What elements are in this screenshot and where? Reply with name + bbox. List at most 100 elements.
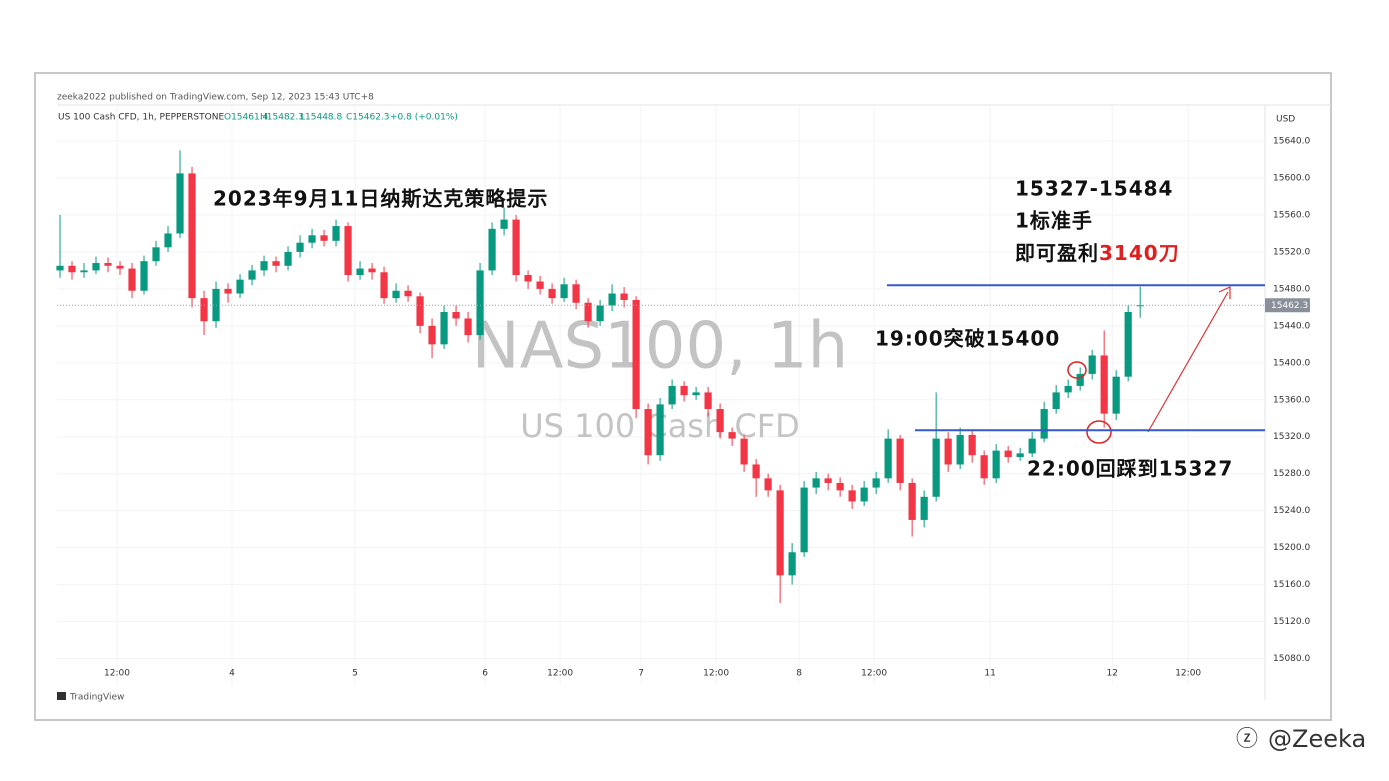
candle-body bbox=[812, 478, 820, 488]
candle-body bbox=[1088, 355, 1096, 374]
candle-body bbox=[848, 490, 856, 502]
candle-body bbox=[464, 318, 472, 336]
candle-body bbox=[596, 305, 604, 322]
candle-body bbox=[272, 261, 280, 266]
y-tick-label: 15200.0 bbox=[1273, 543, 1310, 553]
candle-body bbox=[632, 299, 640, 410]
candle-body bbox=[1028, 438, 1036, 454]
candle-body bbox=[728, 432, 736, 439]
x-tick-label: 12:00 bbox=[861, 669, 887, 679]
currency: USD bbox=[1276, 115, 1295, 125]
candle-body bbox=[680, 385, 688, 396]
candle-body bbox=[800, 487, 808, 553]
credit: @Zeeka bbox=[1268, 725, 1366, 753]
y-tick-label: 15400.0 bbox=[1273, 358, 1310, 368]
last-price-box bbox=[1265, 298, 1310, 313]
y-tick-label: 15560.0 bbox=[1273, 210, 1310, 220]
symbol: US 100 Cash CFD, 1h, PEPPERSTONE bbox=[58, 113, 224, 123]
candle-body bbox=[572, 284, 580, 303]
candle-body bbox=[356, 268, 364, 276]
annotation-highlight: 3140刀 bbox=[1099, 241, 1180, 265]
candle-body bbox=[860, 487, 868, 502]
candle-body bbox=[332, 226, 340, 241]
candle-body bbox=[1016, 453, 1024, 458]
y-tick-label: 15480.0 bbox=[1273, 284, 1310, 294]
candle-body bbox=[776, 490, 784, 576]
y-tick-label: 15320.0 bbox=[1273, 432, 1310, 442]
chart-frame bbox=[34, 72, 1332, 721]
candle-body bbox=[368, 268, 376, 273]
x-tick-label: 11 bbox=[984, 669, 995, 679]
candle-body bbox=[404, 290, 412, 297]
arrow-head bbox=[1218, 286, 1231, 299]
candle-body bbox=[260, 261, 268, 271]
x-tick-label: 7 bbox=[638, 669, 644, 679]
y-tick-label: 15120.0 bbox=[1273, 617, 1310, 627]
y-tick-label: 15360.0 bbox=[1273, 395, 1310, 405]
annotation: 1标准手 bbox=[1015, 209, 1093, 233]
candle-body bbox=[824, 478, 832, 483]
candle-body bbox=[488, 228, 496, 271]
candle-body bbox=[920, 496, 928, 520]
logo: TradingView bbox=[69, 693, 124, 703]
candle-body bbox=[104, 263, 112, 266]
arrow bbox=[1147, 291, 1229, 433]
candle-body bbox=[68, 265, 76, 273]
candle-body bbox=[188, 173, 196, 299]
candle-body bbox=[716, 409, 724, 433]
candle-body bbox=[656, 404, 664, 456]
candle-body bbox=[200, 298, 208, 322]
candle-body bbox=[884, 438, 892, 479]
candle-body bbox=[740, 438, 748, 465]
candle-body bbox=[224, 288, 232, 294]
candle-body bbox=[620, 293, 628, 300]
candle-body bbox=[980, 455, 988, 479]
candle-body bbox=[524, 275, 532, 282]
candle-body bbox=[320, 235, 328, 241]
candle-body bbox=[704, 392, 712, 410]
candle-body bbox=[1076, 373, 1084, 386]
ohlc-high: H15482.3 bbox=[260, 113, 304, 123]
title: 2023年9月11日纳斯达克策略提示 bbox=[213, 187, 548, 211]
candle-body bbox=[944, 438, 952, 465]
highlight-circle bbox=[1086, 420, 1112, 444]
annotation: 19:00突破15400 bbox=[875, 327, 1060, 351]
candle-body bbox=[248, 270, 256, 280]
y-tick-label: 15600.0 bbox=[1273, 174, 1310, 184]
annotation: 即可盈利3140刀 bbox=[1015, 241, 1180, 265]
candle-body bbox=[956, 434, 964, 465]
candle-body bbox=[176, 173, 184, 234]
candle-body bbox=[764, 478, 772, 491]
ohlc-change: +0.8 (+0.01%) bbox=[390, 113, 458, 123]
candle-body bbox=[392, 290, 400, 299]
candle-body bbox=[752, 464, 760, 479]
candle-body bbox=[668, 385, 676, 405]
candle-body bbox=[1100, 355, 1108, 414]
y-tick-label: 15280.0 bbox=[1273, 469, 1310, 479]
x-tick-label: 12:00 bbox=[703, 669, 729, 679]
x-tick-label: 12:00 bbox=[104, 669, 130, 679]
x-tick-label: 8 bbox=[796, 669, 802, 679]
candle-body bbox=[116, 265, 124, 269]
candle-body bbox=[872, 478, 880, 488]
candle-body bbox=[692, 392, 700, 396]
annotation: 即可盈利 bbox=[1015, 241, 1099, 265]
publisher-line: zeeka2022 published on TradingView.com, … bbox=[57, 93, 374, 103]
candle-body bbox=[1064, 385, 1072, 393]
x-tick-label: 12:00 bbox=[547, 669, 573, 679]
candles bbox=[56, 150, 1144, 604]
candle-body bbox=[56, 265, 64, 271]
candle-body bbox=[440, 311, 448, 345]
y-tick-label: 15080.0 bbox=[1273, 654, 1310, 664]
candle-body bbox=[296, 242, 304, 252]
candle-body bbox=[932, 438, 940, 497]
x-tick-label: 4 bbox=[229, 669, 235, 679]
y-tick-label: 15160.0 bbox=[1273, 580, 1310, 590]
x-tick-label: 5 bbox=[352, 669, 358, 679]
candle-body bbox=[560, 284, 568, 299]
x-tick-label: 12 bbox=[1106, 669, 1117, 679]
candle-body bbox=[1124, 311, 1132, 377]
candle-body bbox=[344, 226, 352, 276]
candle-body bbox=[236, 279, 244, 294]
y-tick-label: 15520.0 bbox=[1273, 247, 1310, 257]
